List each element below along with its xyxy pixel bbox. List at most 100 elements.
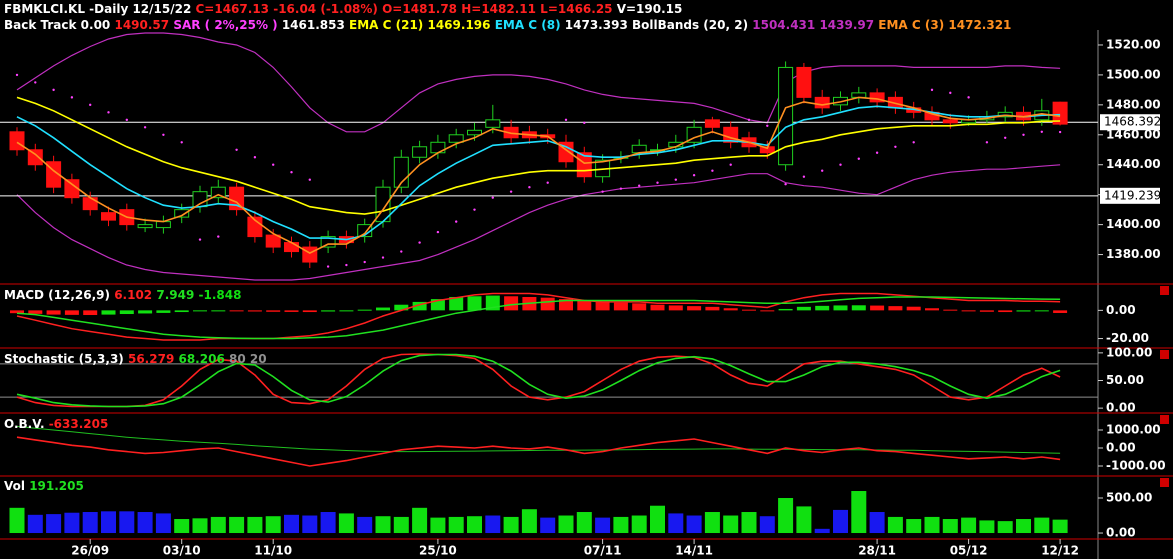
macd-histogram-bar — [998, 310, 1013, 313]
indicator-line — [16, 96, 1061, 255]
legend-text: 1490.57 — [114, 18, 169, 32]
volume-bar — [613, 516, 629, 534]
x-tick-label: 25/10 — [419, 544, 457, 558]
volume-bar — [485, 515, 501, 534]
macd-histogram-bar — [83, 310, 98, 316]
volume-bar — [887, 516, 903, 534]
candle-body — [485, 119, 501, 128]
sar-dot — [674, 178, 677, 181]
macd-histogram-bar — [449, 296, 464, 311]
macd-histogram-bar — [906, 306, 921, 311]
sar-dot — [766, 124, 769, 128]
sar-dot — [1040, 130, 1044, 133]
legend-text: -1.848 — [199, 288, 242, 302]
macd-histogram-bar — [851, 305, 866, 311]
close-button[interactable] — [1160, 415, 1169, 424]
legend-text: 1473.393 — [565, 18, 628, 32]
x-tick-label: 14/11 — [675, 544, 713, 558]
y-tick-label: 1440.00 — [1106, 157, 1161, 171]
macd-histogram-bar — [1016, 310, 1031, 312]
legend-text: -633.205 — [49, 417, 109, 431]
legend-text: BollBands (20, 2) — [632, 18, 748, 32]
legend-text: L=1466.25 — [540, 2, 612, 16]
sar-dot — [15, 73, 19, 77]
macd-histogram-bar — [632, 303, 647, 311]
macd-histogram-bar — [1053, 310, 1068, 313]
volume-bar — [924, 516, 940, 534]
sar-dot — [400, 250, 403, 253]
volume-bar — [595, 517, 611, 534]
close-button[interactable] — [1160, 478, 1169, 487]
sar-dot — [930, 88, 934, 92]
sar-dot — [180, 141, 183, 144]
macd-histogram-bar — [796, 306, 811, 311]
macd-histogram-bar — [119, 310, 134, 315]
volume-bar — [247, 516, 263, 534]
candle-body — [265, 234, 281, 248]
legend-text: 68.206 — [178, 352, 224, 366]
sar-dot — [967, 96, 970, 99]
legend-text: 1504.431 — [752, 18, 815, 32]
volume-bar — [521, 509, 537, 534]
macd-histogram-bar — [687, 306, 702, 311]
y-tick-label: 0.00 — [1106, 526, 1136, 540]
legend-text: V=190.15 — [617, 2, 683, 16]
volume-bar — [540, 517, 556, 534]
volume-bar — [229, 516, 245, 534]
candle-body — [302, 246, 318, 263]
sar-dot — [89, 103, 92, 107]
legend-text: O.B.V. — [4, 417, 45, 431]
legend-text: -16.04 (-1.08%) — [273, 2, 378, 16]
volume-bar — [357, 516, 373, 534]
volume-bar — [64, 512, 80, 534]
candle-body — [101, 212, 116, 221]
legend-text: 80 — [229, 352, 246, 366]
y-tick-label: -1000.00 — [1106, 459, 1166, 473]
legend-text: EMA C (8) — [495, 18, 561, 32]
sar-dot — [1058, 130, 1062, 134]
macd-histogram-bar — [1034, 310, 1049, 312]
candle-body — [320, 236, 336, 248]
macd-histogram-bar — [979, 310, 994, 312]
macd-histogram-bar — [467, 296, 482, 311]
volume-bar — [942, 519, 958, 534]
macd-histogram-bar — [10, 310, 24, 314]
sar-dot — [345, 263, 348, 267]
macd-histogram-bar — [284, 310, 299, 312]
volume-bar — [430, 517, 446, 534]
close-button[interactable] — [1160, 350, 1169, 359]
volume-bar — [851, 491, 867, 534]
macd-histogram-bar — [650, 304, 665, 311]
obv-line — [16, 436, 1061, 467]
candle-body — [155, 221, 171, 229]
sar-dot — [985, 141, 989, 144]
macd-histogram-bar — [540, 297, 555, 311]
macd-histogram-bar — [705, 306, 720, 311]
legend-text: 1439.97 — [819, 18, 874, 32]
macd-histogram-bar — [174, 310, 189, 313]
candle-body — [942, 119, 958, 124]
sar-dot — [326, 265, 330, 268]
x-tick-label: 03/10 — [163, 544, 201, 558]
volume-bar — [906, 519, 922, 534]
sar-dot — [473, 208, 476, 211]
sar-dot — [564, 118, 568, 122]
y-tick-label: 0.00 — [1106, 441, 1136, 455]
legend-text: 1461.853 — [282, 18, 345, 32]
macd-histogram-bar — [815, 305, 830, 311]
y-tick-label: 1500.00 — [1106, 67, 1161, 81]
volume-bar — [284, 514, 299, 534]
legend-text: 7.949 — [156, 288, 194, 302]
panel-separators — [0, 283, 1173, 540]
legend-text: Vol — [4, 479, 25, 493]
legend-text: 191.205 — [29, 479, 84, 493]
bollinger-upper — [16, 32, 1061, 133]
legend-text: EMA C (21) — [349, 18, 423, 32]
sar-dot — [583, 121, 586, 125]
macd-histogram-bar — [412, 301, 427, 311]
x-tick-label: 11/10 — [254, 544, 292, 558]
macd-histogram-bar — [723, 308, 738, 311]
indicator-line — [16, 105, 1061, 241]
close-button[interactable] — [1160, 286, 1169, 295]
